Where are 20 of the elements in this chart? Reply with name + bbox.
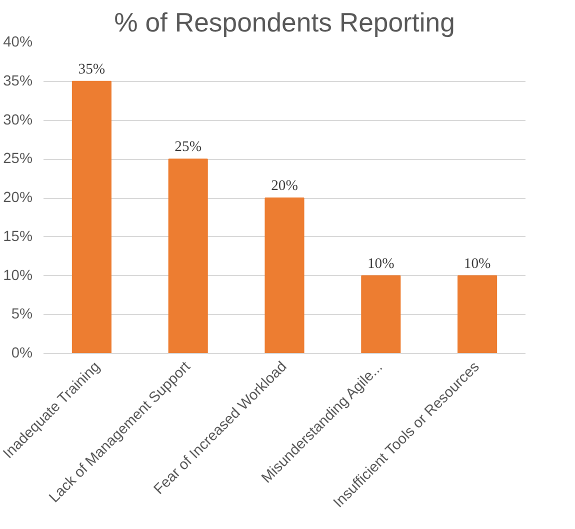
y-tick-label: 10%: [3, 268, 33, 284]
data-label: 35%: [78, 61, 106, 78]
y-tick-label: 30%: [3, 112, 33, 128]
bar: [264, 198, 304, 354]
bar: [458, 275, 498, 354]
y-tick-label: 5%: [11, 306, 33, 323]
data-label: 20%: [271, 178, 298, 194]
bar: [72, 80, 112, 354]
y-tick-label: 40%: [3, 34, 33, 50]
bar: [168, 158, 208, 354]
y-tick-label: 35%: [3, 73, 33, 90]
data-label: 10%: [464, 256, 491, 272]
y-tick-label: 0%: [11, 346, 33, 362]
chart-title: % of Respondents Reporting: [114, 8, 455, 38]
data-label: 25%: [174, 139, 202, 156]
y-tick-label: 25%: [3, 151, 33, 168]
y-tick-label: 15%: [3, 228, 33, 245]
bar: [361, 275, 401, 354]
data-label: 10%: [367, 256, 394, 272]
y-tick-label: 20%: [3, 190, 33, 206]
